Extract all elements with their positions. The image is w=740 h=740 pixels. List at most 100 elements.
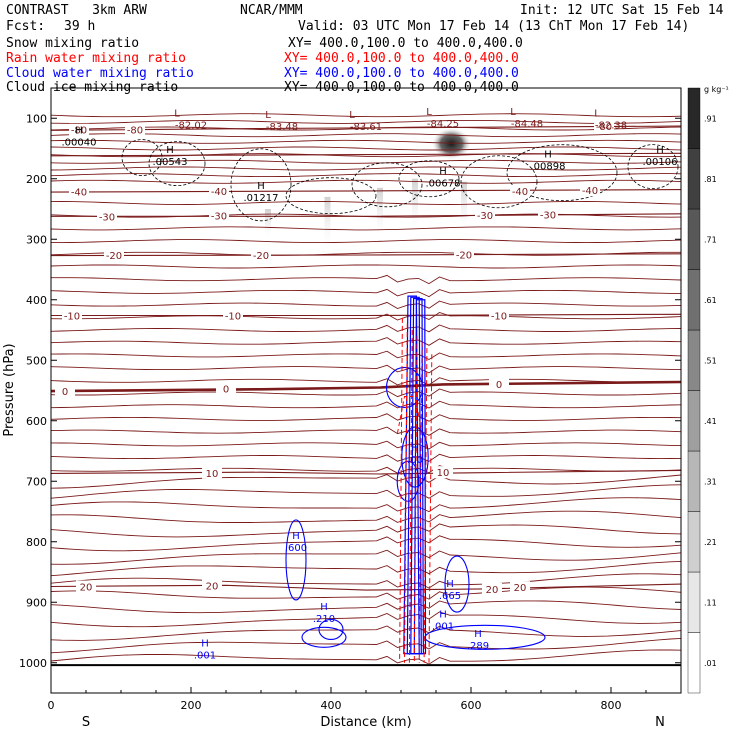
snow-contour bbox=[460, 155, 538, 209]
isotherm-line bbox=[50, 133, 682, 138]
high-marker: H bbox=[474, 629, 482, 640]
isotherm-label: -20 bbox=[456, 250, 472, 261]
high-marker: H bbox=[411, 443, 419, 454]
snow-streak-shading bbox=[324, 196, 331, 252]
isotherm-line bbox=[50, 586, 682, 600]
isotherm-line bbox=[50, 440, 682, 450]
isotherm-label: -30 bbox=[540, 210, 556, 221]
isotherm-line bbox=[50, 453, 682, 462]
isotherm-line bbox=[50, 119, 682, 124]
low-value: -82.38 bbox=[595, 120, 627, 131]
y-tick-label: 200 bbox=[26, 173, 47, 186]
isotherm-line bbox=[50, 159, 682, 164]
isotherm-label-bg bbox=[489, 377, 509, 390]
colorbar-swatch bbox=[687, 269, 701, 331]
y-tick-label: 600 bbox=[26, 415, 47, 428]
cloud-water-contour bbox=[285, 519, 307, 601]
isotherm-label-bg bbox=[223, 309, 243, 322]
direction-south: S bbox=[82, 715, 90, 730]
isotherm-10 bbox=[50, 469, 682, 475]
isotherm-label: -10 bbox=[225, 311, 241, 322]
cloud-water-column bbox=[413, 299, 427, 655]
colorbar-tick-label: .51 bbox=[704, 356, 717, 365]
high-marker: H bbox=[439, 609, 447, 620]
organization: NCAR/MMM bbox=[240, 3, 303, 18]
field-cloudwater-name: Cloud water mixing ratio bbox=[6, 66, 194, 81]
isotherm-line bbox=[50, 413, 682, 422]
colorbar-swatch bbox=[687, 511, 701, 573]
isotherm-label-bg bbox=[97, 210, 117, 223]
colorbar-tick-label: .41 bbox=[704, 417, 717, 426]
isotherm-0 bbox=[50, 380, 682, 393]
field-rain-xy: XY= 400.0,100.0 to 400.0,400.0 bbox=[284, 51, 519, 66]
isotherm-label: -10 bbox=[64, 311, 80, 322]
isotherm-line bbox=[50, 364, 682, 374]
field-snow-name: Snow mixing ratio bbox=[6, 36, 140, 51]
high-marker: H bbox=[446, 579, 454, 590]
snow-contour bbox=[230, 148, 292, 222]
colorbar-swatch bbox=[687, 632, 701, 694]
snow-contour bbox=[121, 139, 163, 176]
snow-streak-shading bbox=[377, 187, 383, 240]
colorbar-tick-label: .31 bbox=[704, 477, 717, 486]
model-title: CONTRAST 3km ARW bbox=[6, 3, 147, 18]
high-value: .00040 bbox=[62, 137, 97, 148]
high-marker: H bbox=[320, 602, 328, 613]
isotherm-line bbox=[50, 484, 682, 499]
snow-contour bbox=[627, 144, 679, 190]
isotherm-minus40 bbox=[50, 189, 682, 193]
cloud-water-contour bbox=[385, 366, 424, 409]
colorbar-tick-label: .01 bbox=[704, 659, 717, 668]
init-time: Init: 12 UTC Sat 15 Feb 14 bbox=[520, 3, 724, 18]
isotherm-label: 20 bbox=[80, 583, 93, 594]
cloud-water-contour bbox=[301, 626, 347, 648]
high-value: .665 bbox=[439, 591, 461, 602]
isotherm-layer bbox=[50, 113, 682, 667]
colorbar-swatch bbox=[687, 571, 701, 633]
colorbar-tick-label: .21 bbox=[704, 538, 717, 547]
high-value: .01217 bbox=[244, 193, 279, 204]
high-value: .600 bbox=[285, 543, 307, 554]
isotherm-label: 0 bbox=[223, 385, 229, 396]
isotherm-line bbox=[51, 274, 682, 285]
low-value: -83.61 bbox=[350, 122, 382, 133]
low-marker: L bbox=[426, 107, 432, 118]
isotherm-label: -30 bbox=[211, 212, 227, 223]
cloud-water-contour bbox=[396, 460, 420, 502]
isotherm-label: 20 bbox=[514, 583, 527, 594]
isotherm-label: -80 bbox=[127, 126, 143, 137]
isotherm-label-bg bbox=[62, 309, 82, 322]
isotherm-line bbox=[50, 113, 682, 118]
high-marker: H bbox=[257, 181, 265, 192]
isotherm-line bbox=[50, 388, 682, 398]
low-marker: L bbox=[265, 110, 271, 121]
isotherm-minus20 bbox=[50, 253, 682, 257]
isotherm-label-bg bbox=[433, 466, 453, 479]
isotherm-label-bg bbox=[69, 123, 89, 136]
rain-contour bbox=[418, 342, 423, 663]
isotherm-label-bg bbox=[475, 209, 495, 222]
snow-contour bbox=[398, 160, 460, 198]
isotherm-label: -40 bbox=[512, 187, 528, 198]
isotherm-line bbox=[50, 637, 682, 654]
snow-contour bbox=[506, 144, 618, 202]
direction-north: N bbox=[655, 715, 665, 730]
y-tick-label: 1000 bbox=[19, 657, 47, 670]
isotherm-label-bg bbox=[55, 385, 75, 398]
isotherm-line bbox=[50, 288, 681, 298]
snow-contour bbox=[148, 141, 206, 187]
high-value: .00106 bbox=[643, 157, 678, 168]
isotherm-line bbox=[51, 239, 682, 244]
isotherm-line bbox=[50, 497, 682, 513]
isotherm-line bbox=[50, 400, 682, 409]
isotherm-line bbox=[50, 523, 682, 538]
field-snow-xy: XY= 400.0,100.0 to 400.0,400.0 bbox=[288, 36, 523, 51]
x-axis-label: Distance (km) bbox=[320, 715, 411, 730]
field-cloudwater-xy: XY= 400.0,100.0 to 400.0,400.0 bbox=[284, 66, 519, 81]
isotherm-label: -30 bbox=[477, 211, 493, 222]
isotherm-line bbox=[50, 337, 682, 346]
isotherm-line bbox=[50, 300, 682, 309]
isotherm-label-bg bbox=[251, 248, 271, 261]
isotherm-label: -80 bbox=[71, 126, 87, 137]
